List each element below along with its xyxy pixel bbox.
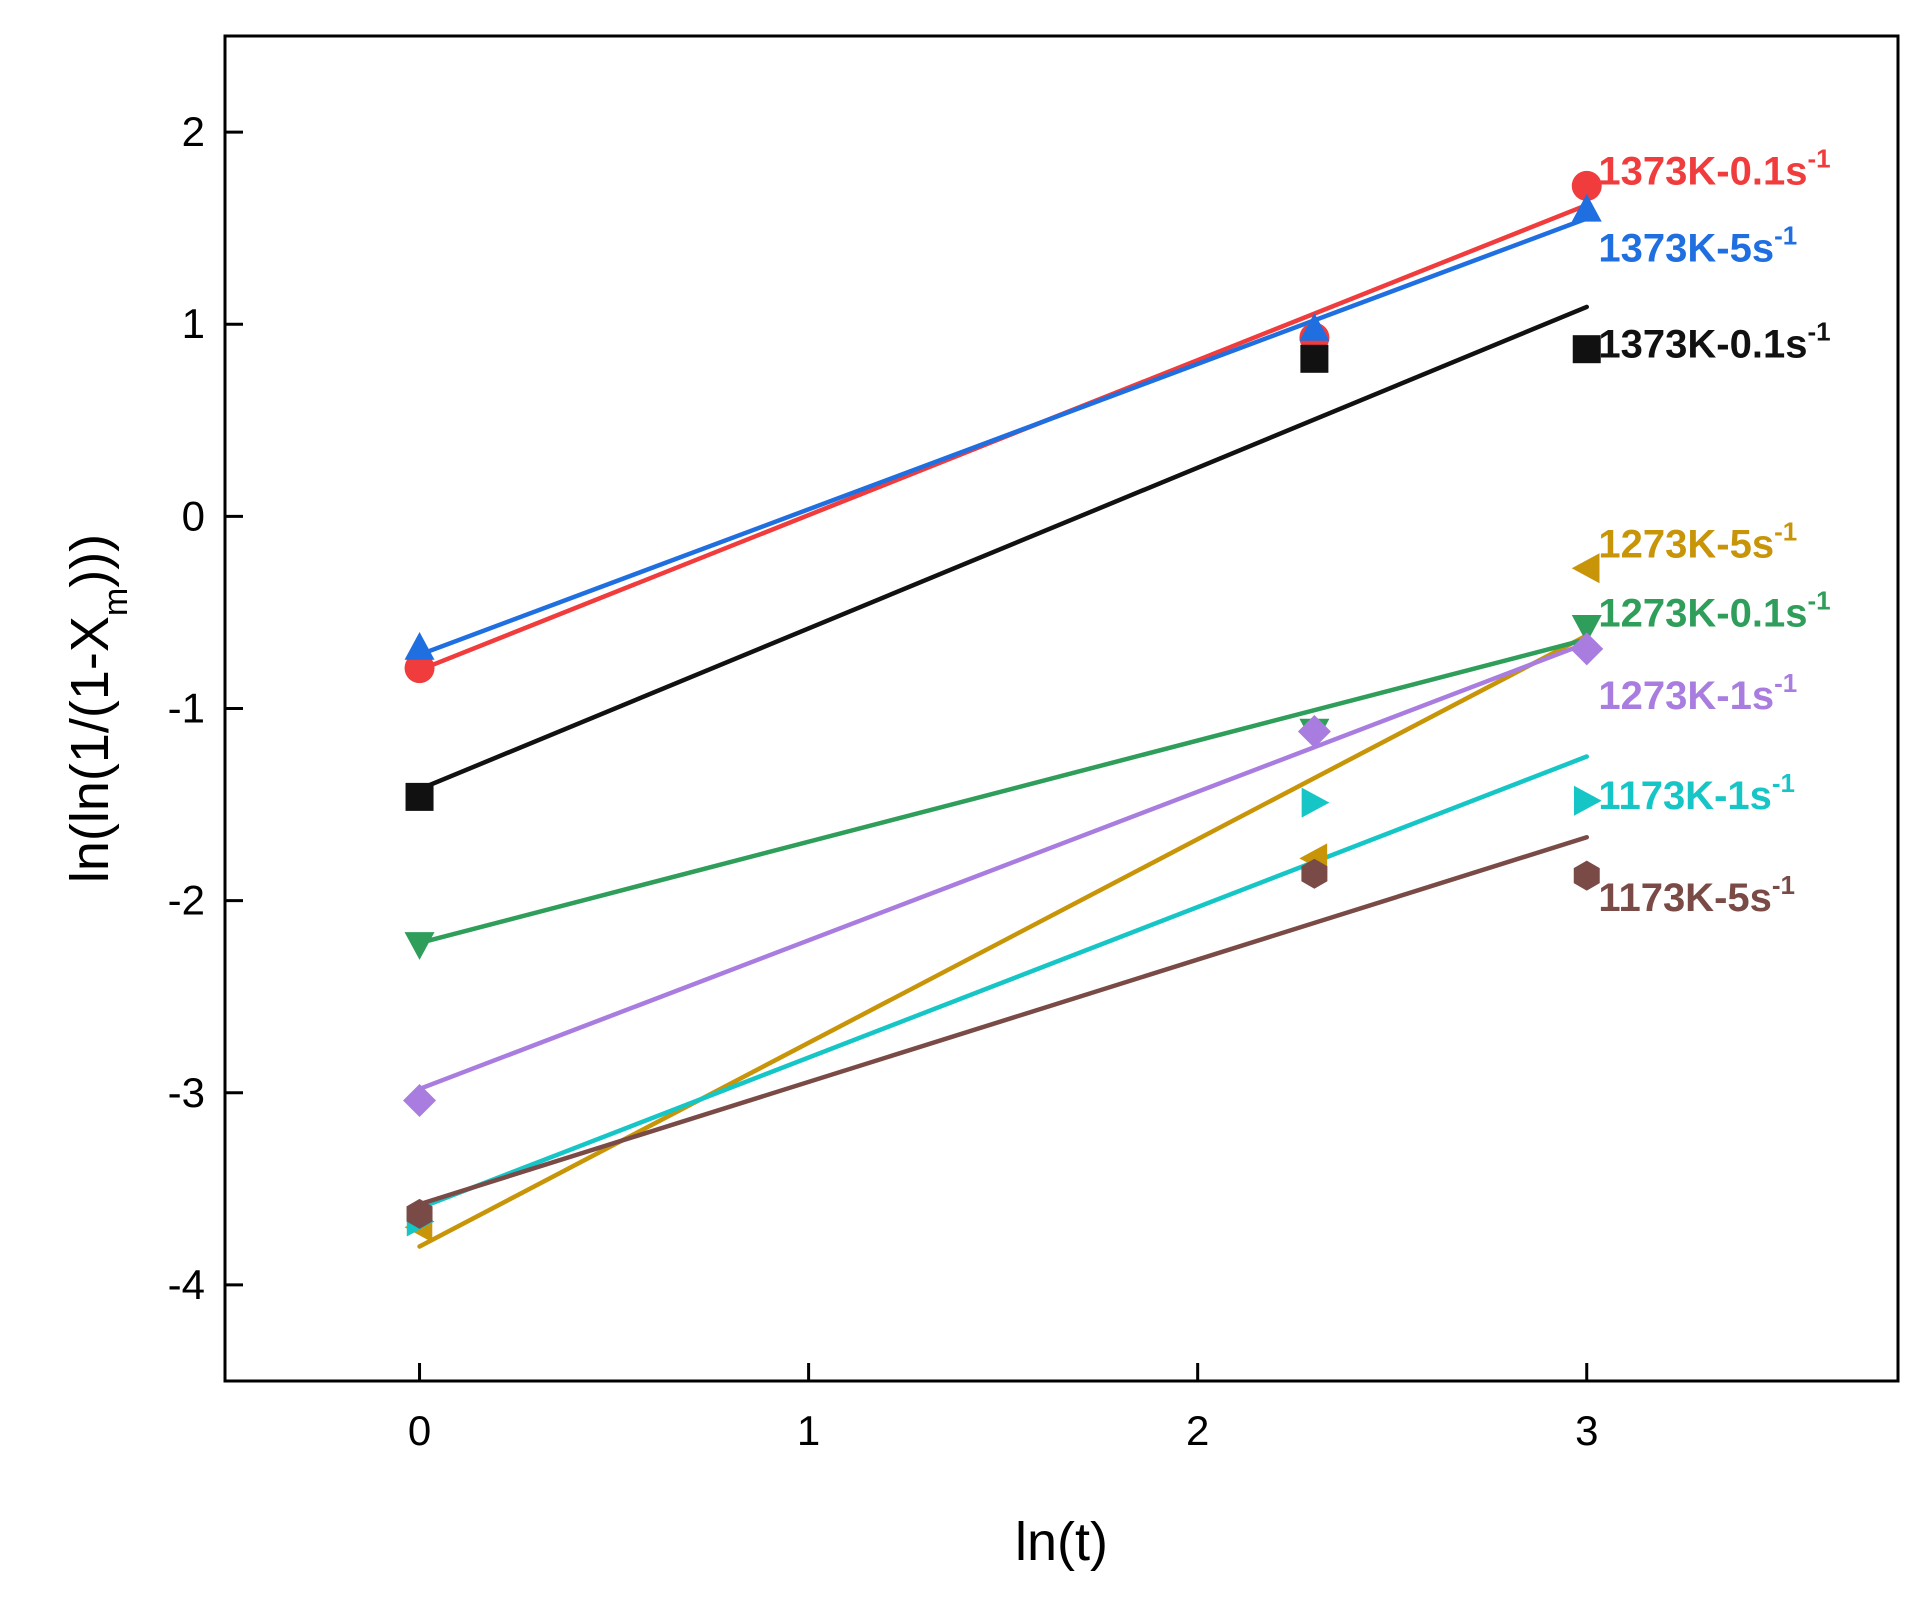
- series-label-sup: -1: [1774, 516, 1797, 546]
- fit-line: [417, 754, 1589, 1211]
- series-label-main: 1173K-5s: [1598, 876, 1771, 920]
- series-label: 1173K-5s-1: [1598, 870, 1795, 920]
- x-tick-label: 2: [1186, 1407, 1209, 1454]
- series-label-main: 1273K-5s: [1598, 522, 1774, 566]
- y-tick-label: -1: [168, 685, 205, 732]
- data-point-triangle-down: [404, 932, 435, 960]
- fit-line: [417, 304, 1589, 792]
- series-label-sup: -1: [1807, 316, 1830, 346]
- x-tick-label: 1: [797, 1407, 820, 1454]
- data-point-circle: [404, 653, 435, 684]
- y-axis-title-subscript: m: [97, 588, 135, 616]
- series-label-sup: -1: [1807, 144, 1830, 174]
- fit-line: [417, 637, 1589, 946]
- series-label-sup: -1: [1774, 668, 1797, 698]
- series-label-main: 1273K-1s: [1598, 674, 1774, 718]
- data-point-square: [1572, 335, 1601, 364]
- data-point-triangle-up: [1571, 193, 1602, 222]
- data-point-triangle-down: [1571, 615, 1602, 643]
- y-tick-label: -4: [168, 1261, 205, 1308]
- data-point-triangle-up: [404, 632, 435, 660]
- y-axis-title-tail: ))): [60, 534, 120, 588]
- data-point-diamond: [1297, 715, 1331, 749]
- axis-ticks: 0 1 2 3 -4 -3 -2 -1 0 1 2: [168, 108, 1599, 1454]
- data-point-triangle-left: [1571, 553, 1600, 584]
- series-label-main: 1173K-1s: [1598, 774, 1771, 818]
- fit-line: [417, 640, 1589, 1092]
- y-tick-label: 0: [182, 492, 205, 539]
- data-point-circle: [1571, 170, 1602, 201]
- series-label-main: 1373K-5s: [1598, 226, 1774, 270]
- x-tick-label: 0: [408, 1407, 431, 1454]
- fit-lines: [417, 202, 1589, 1249]
- series-label-main: 1273K-0.1s: [1598, 591, 1807, 635]
- series-label: 1273K-5s-1: [1598, 516, 1797, 566]
- series-label-main: 1373K-0.1s: [1598, 322, 1807, 366]
- data-point-square: [405, 782, 434, 811]
- y-tick-label: 1: [182, 300, 205, 347]
- data-point-diamond: [403, 1083, 437, 1117]
- data-point-hexagon: [1301, 858, 1328, 889]
- series-label-sup: -1: [1774, 220, 1797, 250]
- fit-line: [417, 834, 1589, 1207]
- series-label-sup: -1: [1772, 768, 1795, 798]
- data-point-triangle-up: [1299, 313, 1330, 341]
- y-axis-title: ln(ln(1/(1-Xm))): [60, 534, 135, 883]
- data-point-triangle-right: [1573, 785, 1602, 816]
- series-label: 1273K-0.1s-1: [1598, 585, 1830, 635]
- series-label-sup: -1: [1807, 585, 1830, 615]
- y-axis-title-main: ln(ln(1/(1-X: [60, 616, 120, 883]
- fit-line: [417, 633, 1589, 1249]
- fit-line: [417, 216, 1589, 657]
- series-label: 1373K-0.1s-1: [1598, 144, 1830, 194]
- data-point-triangle-right: [1301, 787, 1330, 818]
- series-label: 1373K-5s-1: [1598, 220, 1797, 270]
- y-tick-label: -2: [168, 877, 205, 924]
- series-label-sup: -1: [1772, 870, 1795, 900]
- series-label-main: 1373K-0.1s: [1598, 150, 1807, 194]
- data-point-hexagon: [406, 1198, 433, 1229]
- series-label: 1173K-1s-1: [1598, 768, 1795, 818]
- x-axis-title: ln(t): [1015, 1512, 1108, 1572]
- series-label: 1273K-1s-1: [1598, 668, 1797, 718]
- series-labels: 1373K-0.1s-11373K-5s-11373K-0.1s-11273K-…: [1598, 144, 1830, 920]
- series-label: 1373K-0.1s-1: [1598, 316, 1830, 366]
- y-tick-label: -3: [168, 1069, 205, 1116]
- x-tick-label: 3: [1575, 1407, 1598, 1454]
- data-point-hexagon: [1573, 860, 1600, 891]
- data-point-square: [1300, 344, 1329, 373]
- y-tick-label: 2: [182, 108, 205, 155]
- data-point-diamond: [1570, 632, 1604, 666]
- data-markers: [403, 170, 1604, 1243]
